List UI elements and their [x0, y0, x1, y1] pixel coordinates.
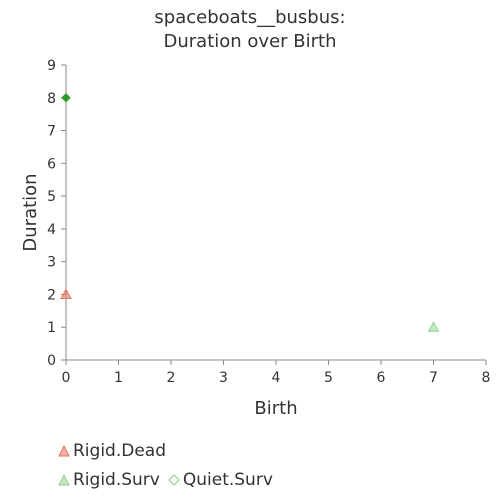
x-tick-label: 3	[219, 370, 228, 386]
y-tick-label: 8	[47, 91, 56, 107]
y-tick-label: 1	[47, 320, 56, 336]
y-tick-label: 7	[47, 124, 56, 140]
legend-label: Rigid.Dead	[73, 440, 167, 461]
legend-label: Rigid.Surv	[73, 469, 160, 490]
scatter-plot: 0 1 2 3 4 5 6 7 8 0 1 2 3 4 5 6 7 8 9 Birth Duration	[20, 58, 490, 419]
x-tick-label: 6	[377, 370, 386, 386]
y-tick-label: 2	[47, 287, 56, 303]
legend-item-quiet-surv[interactable]: Quiet.Surv	[168, 470, 273, 490]
x-tick-label: 8	[482, 370, 491, 386]
chart-title-line-2: Duration over Birth	[163, 31, 337, 52]
triangle-marker-icon	[58, 444, 70, 456]
y-tick-label: 4	[47, 222, 56, 238]
x-tick-label: 1	[114, 370, 123, 386]
legend-item-rigid-dead[interactable]: Rigid.Dead	[58, 441, 166, 461]
x-axis-label: Birth	[254, 398, 297, 419]
y-tick-label: 9	[47, 58, 56, 74]
legend: Rigid.Dead Rigid.Surv Quiet.Surv	[58, 436, 281, 494]
data-point-quiet-surv	[61, 93, 71, 103]
legend-item-rigid-surv[interactable]: Rigid.Surv	[58, 470, 160, 490]
y-tick-label: 0	[47, 353, 56, 369]
diamond-marker-icon	[168, 473, 180, 486]
x-tick-label: 0	[62, 370, 71, 386]
chart-title-line-1: spaceboats__busbus:	[154, 7, 346, 28]
legend-row-2: Rigid.Surv Quiet.Surv	[58, 465, 281, 494]
data-point-rigid-dead	[60, 288, 72, 299]
y-tick-label: 3	[47, 255, 56, 271]
x-tick-label: 4	[272, 370, 281, 386]
x-tick-label: 7	[429, 370, 438, 386]
data-points	[60, 93, 440, 332]
legend-label: Quiet.Surv	[182, 469, 273, 490]
y-axis-label: Duration	[20, 173, 41, 251]
chart-title: spaceboats__busbus: Duration over Birth	[0, 6, 500, 54]
y-tick-label: 6	[47, 156, 56, 172]
y-tick-label: 5	[47, 189, 56, 205]
triangle-marker-icon	[58, 473, 70, 485]
x-tick-label: 5	[324, 370, 333, 386]
axes: 0 1 2 3 4 5 6 7 8 0 1 2 3 4 5 6 7 8 9	[47, 58, 490, 386]
x-tick-label: 2	[167, 370, 176, 386]
data-point-rigid-surv	[427, 321, 440, 332]
legend-row-1: Rigid.Dead	[58, 436, 281, 465]
